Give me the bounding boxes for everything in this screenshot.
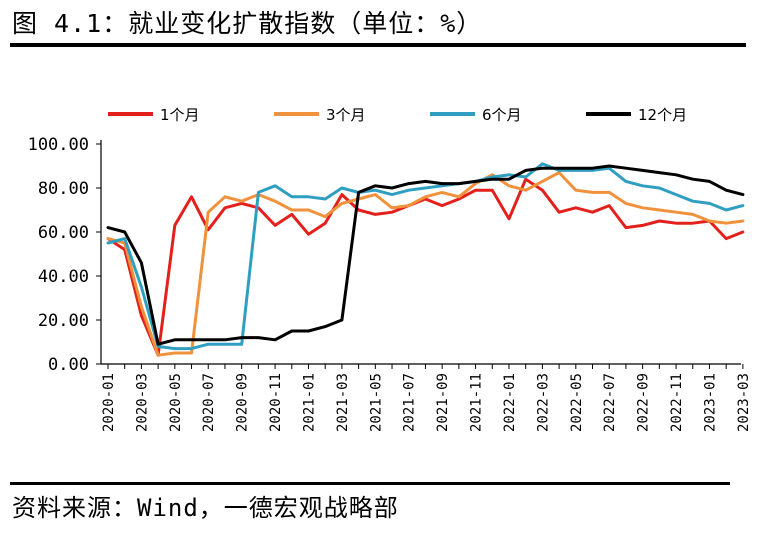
y-tick-label: 0.00 (48, 355, 89, 375)
x-tick-label: 2022-03 (535, 373, 551, 432)
figure-title: 图 4.1：就业变化扩散指数（单位：%） (12, 9, 483, 38)
x-tick-label: 2022-07 (602, 373, 618, 432)
x-tick-label: 2023-01 (702, 373, 718, 432)
x-tick-label: 2021-05 (368, 373, 384, 432)
x-tick-label: 2021-11 (469, 373, 485, 432)
series-lines (106, 162, 745, 357)
x-tick-label: 2021-03 (335, 373, 351, 432)
x-tick-label: 2021-07 (402, 373, 418, 432)
y-tick-label: 20.00 (38, 311, 89, 331)
top-rule (10, 43, 746, 47)
y-tick-label: 80.00 (38, 179, 89, 199)
y-tick-label: 100.00 (28, 135, 89, 155)
x-tick-label: 2020-03 (134, 373, 150, 432)
series-line-12个月 (106, 164, 745, 346)
x-tick-label: 2021-09 (435, 373, 451, 432)
legend-label: 12个月 (638, 106, 687, 124)
x-tick-label: 2023-03 (736, 373, 752, 432)
legend-label: 3个月 (326, 106, 366, 124)
x-tick-label: 2022-01 (502, 373, 518, 432)
series-line-1个月 (106, 177, 745, 357)
bottom-rule (10, 482, 730, 485)
legend: 1个月 3个月 6个月 12个月 (108, 106, 687, 124)
x-tick-label: 2020-01 (101, 373, 117, 432)
x-tick-label: 2020-07 (201, 373, 217, 432)
source-note: 资料来源：Wind，一德宏观战略部 (12, 494, 399, 522)
legend-label: 6个月 (482, 106, 522, 124)
series-line-6个月 (106, 162, 745, 351)
x-tick-label: 2022-05 (569, 373, 585, 432)
x-tick-label: 2020-11 (268, 373, 284, 432)
legend-label: 1个月 (160, 106, 200, 124)
chart-frame (100, 140, 741, 365)
series-line-3个月 (106, 171, 745, 357)
x-tick-label: 2020-05 (168, 373, 184, 432)
y-tick-label: 60.00 (38, 223, 89, 243)
x-tick-label: 2021-01 (301, 373, 317, 432)
x-tick-label: 2020-09 (235, 373, 251, 432)
x-axis: 2020-01 2020-03 2020-05 2020-07 2020-09 2020-… (101, 364, 752, 432)
y-axis: 0.00 20.00 40.00 60.00 80.00 100.00 (28, 135, 101, 375)
y-tick-label: 40.00 (38, 267, 89, 287)
x-tick-label: 2022-11 (669, 373, 685, 432)
x-tick-label: 2022-09 (636, 373, 652, 432)
